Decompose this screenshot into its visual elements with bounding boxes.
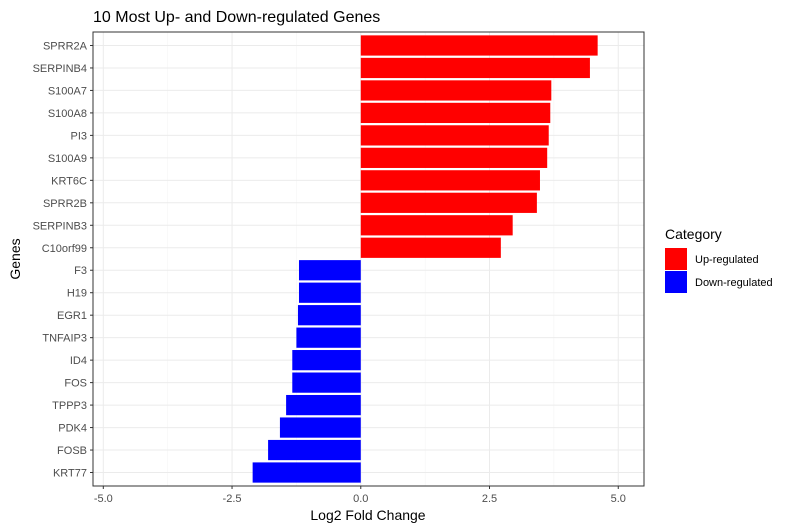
legend-swatch-up (665, 248, 687, 270)
y-tick-label: EGR1 (57, 310, 87, 322)
bar-serpinb3 (360, 215, 513, 236)
bar-pdk4 (279, 417, 361, 438)
y-tick-label: SPRR2A (43, 40, 88, 52)
x-tick-label: -5.0 (94, 493, 113, 505)
legend-title: Category (665, 226, 722, 242)
x-tick-label: 5.0 (611, 493, 626, 505)
x-tick-label: -2.5 (223, 493, 242, 505)
y-tick-labels: SPRR2A SERPINB4 S100A7 S100A8 PI3 S100A9 KRT6C… (33, 40, 93, 480)
y-tick-label: KRT77 (53, 468, 87, 480)
bar-id4 (292, 350, 361, 371)
y-tick-label: SERPINB3 (33, 220, 87, 232)
bar-c10orf99 (360, 237, 501, 258)
y-tick-label: ID4 (70, 355, 87, 367)
bar-h19 (298, 282, 361, 303)
y-tick-label: SPRR2B (43, 198, 87, 210)
y-tick-label: S100A8 (48, 108, 87, 120)
y-tick-label: F3 (74, 265, 87, 277)
y-axis-title: Genes (7, 238, 23, 279)
y-tick-label: SERPINB4 (33, 63, 87, 75)
y-tick-label: FOSB (57, 445, 87, 457)
bar-s100a9 (360, 147, 548, 168)
y-tick-label: S100A9 (48, 153, 87, 165)
legend-label-down: Down-regulated (695, 277, 773, 289)
bar-f3 (298, 260, 361, 281)
y-tick-label: FOS (64, 378, 87, 390)
y-tick-label: PI3 (70, 130, 87, 142)
chart-title: 10 Most Up- and Down-regulated Genes (93, 9, 380, 26)
bar-tppp3 (286, 394, 361, 416)
y-tick-label: H19 (67, 288, 87, 300)
x-tick-label: 2.5 (482, 493, 497, 505)
bar-s100a7 (360, 80, 552, 101)
bar-krt77 (252, 462, 361, 483)
y-tick-label: C10orf99 (42, 243, 87, 255)
y-tick-label: TPPP3 (52, 400, 87, 412)
bar-s100a8 (360, 102, 551, 124)
x-axis-title: Log2 Fold Change (310, 507, 425, 523)
bar-fosb (268, 439, 361, 461)
x-tick-labels: -5.0 -2.5 0.0 2.5 5.0 (94, 486, 626, 505)
y-tick-label: S100A7 (48, 85, 87, 97)
y-tick-label: TNFAIP3 (42, 333, 87, 345)
bar-pi3 (360, 125, 549, 146)
bars (252, 35, 598, 483)
bar-sprr2b (360, 192, 537, 213)
bar-tnfaip3 (296, 327, 361, 348)
legend-swatch-down (665, 271, 687, 293)
bar-egr1 (297, 305, 361, 326)
y-tick-label: PDK4 (58, 423, 87, 435)
bar-fos (292, 372, 361, 393)
bar-serpinb4 (360, 57, 590, 79)
legend-label-up: Up-regulated (695, 254, 759, 266)
bar-sprr2a (360, 35, 598, 56)
legend: Category Up-regulated Down-regulated (665, 226, 773, 293)
panel-border (92, 31, 645, 487)
bar-krt6c (360, 170, 540, 191)
x-tick-label: 0.0 (353, 493, 368, 505)
y-tick-label: KRT6C (51, 175, 87, 187)
